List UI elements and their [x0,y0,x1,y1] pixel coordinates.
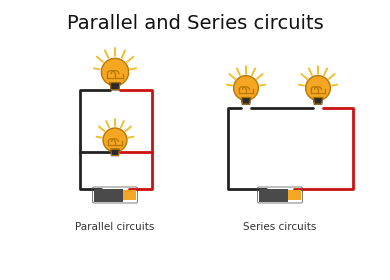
Text: Parallel circuits: Parallel circuits [75,222,155,232]
Polygon shape [314,98,323,104]
Bar [94,188,122,202]
Text: Parallel and Series circuits: Parallel and Series circuits [67,14,323,33]
Bar [122,190,136,200]
Bar [259,188,287,202]
Circle shape [234,76,258,100]
Polygon shape [241,98,250,104]
Circle shape [306,76,330,100]
Polygon shape [111,149,119,156]
Text: Series circuits: Series circuits [243,222,317,232]
Polygon shape [110,83,120,90]
Circle shape [103,128,127,152]
Bar [287,190,301,200]
Circle shape [101,58,129,86]
